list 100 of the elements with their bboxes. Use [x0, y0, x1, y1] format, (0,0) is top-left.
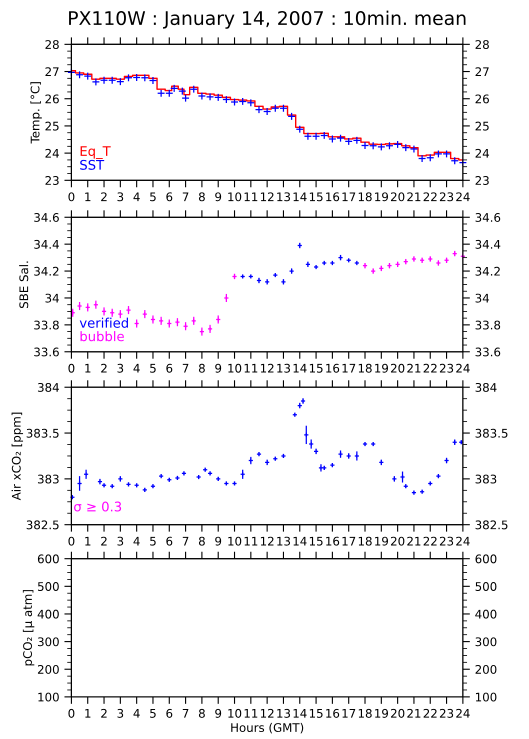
x-tick-label: 21	[407, 536, 420, 546]
y-axis-title: Air xCO₂ [ppm]	[12, 412, 24, 500]
x-tick-label: 9	[215, 708, 222, 718]
y2-tick-label: 300	[476, 637, 496, 646]
x-tick-label: 9	[215, 536, 222, 546]
x-tick-label: 11	[244, 709, 258, 718]
x-tick-label: 9	[215, 364, 222, 373]
x-tick-label: 6	[166, 536, 172, 546]
y2-tick-label: 23	[476, 176, 489, 185]
y2-tick-label: 383.5	[476, 428, 508, 438]
x-tick-label: 11	[244, 536, 258, 546]
x-tick-label: 14	[294, 536, 307, 546]
x-tick-label: 12	[260, 192, 274, 202]
x-tick-label: 5	[150, 192, 156, 202]
x-tick-label: 8	[198, 708, 205, 718]
x-tick-label: 1	[85, 192, 90, 202]
y-tick-label: 34.2	[34, 266, 58, 276]
x-tick-label: 10	[228, 192, 242, 202]
x-tick-label: 4	[133, 709, 140, 718]
y-tick-label: 28	[45, 40, 59, 49]
y2-tick-label: 26	[476, 94, 489, 104]
y2-tick-label: 384	[476, 382, 497, 392]
text: SST	[80, 160, 104, 170]
x-tick-label: 6	[166, 192, 172, 202]
annotation: σ ≥ 0.3	[74, 502, 122, 512]
x-tick-label: 16	[326, 536, 340, 546]
x-tick-label: 7	[182, 192, 188, 202]
y-tick-label: 382.5	[26, 520, 59, 530]
x-tick-label: 20	[390, 364, 404, 373]
x-tick-label: 5	[150, 709, 156, 718]
x-tick-label: 17	[342, 536, 356, 546]
x-tick-label: 23	[440, 536, 454, 546]
x-tick-label: 22	[424, 364, 437, 373]
y-tick-label: 25	[45, 122, 59, 131]
y2-tick-label: 33.8	[476, 320, 500, 330]
x-tick-label: 6	[166, 364, 172, 373]
text: verified	[80, 318, 128, 328]
x-tick-label: 16	[326, 364, 340, 373]
y-tick-label: 383.5	[26, 428, 59, 438]
y2-tick-label: 383	[476, 474, 496, 484]
x-tick-label: 13	[277, 536, 290, 546]
x-axis-title: Hours (GMT)	[231, 722, 304, 734]
x-tick-label: 6	[166, 708, 172, 718]
y-tick-label: 384	[38, 382, 59, 392]
x-tick-label: 16	[326, 192, 340, 202]
y-tick-label: 34	[45, 294, 59, 303]
y2-tick-label: 34.4	[476, 240, 500, 249]
y-tick-label: 26	[45, 94, 59, 104]
y-axis-title: pCO₂ [μ atm]	[22, 590, 34, 666]
x-tick-label: 18	[358, 708, 372, 718]
text: Eq_T	[80, 146, 111, 159]
y-tick-label: 400	[38, 610, 59, 619]
x-tick-label: 21	[407, 192, 420, 202]
x-tick-label: 23	[440, 364, 454, 373]
y-tick-label: 33.6	[34, 347, 59, 356]
y-tick-label: 300	[38, 637, 59, 646]
x-tick-label: 5	[150, 364, 156, 373]
y-tick-label: 500	[38, 582, 59, 591]
x-tick-label: 16	[326, 708, 340, 718]
x-tick-label: 1	[85, 536, 90, 546]
y-tick-label: 23	[45, 176, 59, 185]
x-tick-label: 2	[101, 536, 107, 546]
x-tick-label: 11	[244, 364, 258, 373]
y2-tick-label: 25	[476, 122, 489, 131]
y-tick-label: 383	[38, 474, 59, 484]
x-tick-label: 7	[182, 709, 188, 718]
x-tick-label: 21	[407, 708, 420, 718]
x-tick-label: 15	[310, 536, 323, 546]
series-label: bubble	[80, 331, 124, 342]
y2-tick-label: 34.2	[476, 266, 500, 276]
x-tick-label: 14	[294, 709, 307, 718]
y2-tick-label: 27	[476, 67, 489, 76]
x-tick-label: 22	[424, 192, 437, 202]
x-tick-label: 4	[133, 192, 140, 202]
x-tick-label: 8	[198, 364, 205, 373]
y2-tick-label: 34.6	[476, 212, 500, 222]
x-tick-label: 15	[310, 364, 323, 373]
y2-tick-label: 33.6	[476, 347, 500, 356]
y2-tick-label: 34	[476, 294, 490, 303]
y-axis-title: Temp. [°C]	[30, 82, 42, 144]
x-tick-label: 24	[456, 536, 470, 546]
x-tick-label: 8	[198, 192, 205, 202]
x-tick-label: 11	[244, 192, 258, 202]
x-tick-label: 17	[342, 709, 356, 718]
x-tick-label: 22	[424, 536, 437, 546]
x-tick-label: 20	[390, 708, 404, 718]
y2-tick-label: 28	[476, 40, 489, 49]
y-tick-label: 33.8	[34, 320, 59, 330]
x-tick-label: 7	[182, 364, 188, 373]
x-tick-label: 4	[133, 536, 140, 546]
x-tick-label: 9	[215, 192, 222, 202]
chart-title: PX110W : January 14, 2007 : 10min. mean	[69, 10, 466, 29]
x-tick-label: 12	[260, 536, 274, 546]
x-tick-label: 19	[375, 536, 388, 546]
y2-tick-label: 382.5	[476, 520, 508, 530]
y-tick-label: 34.6	[34, 212, 59, 222]
x-tick-label: 15	[310, 709, 323, 718]
y-tick-label: 34.4	[34, 240, 59, 249]
y2-tick-label: 24	[476, 148, 490, 158]
x-tick-label: 3	[117, 192, 124, 202]
